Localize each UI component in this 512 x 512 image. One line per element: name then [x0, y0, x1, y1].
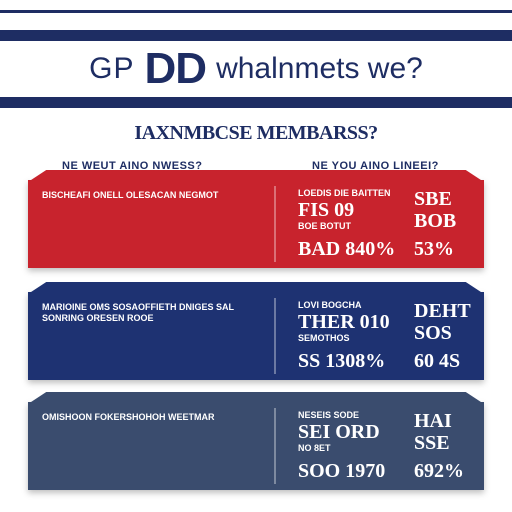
- panel-right-a-sub: BOE BOTUT: [298, 221, 351, 231]
- panel-right-a-sub: NO 8ET: [298, 443, 331, 453]
- panel-right-a: NESEIS SODE SEI ORD NO 8ET: [298, 410, 408, 454]
- panel-stat-a: BAD 840%: [298, 238, 396, 260]
- panel-right-a-line: NESEIS SODE: [298, 410, 360, 420]
- panel-tab: [28, 170, 484, 182]
- panel-body: OMISHOON FOKERSHOHOH WEETMAR NESEIS SODE…: [28, 402, 484, 490]
- panel-right-a: LOEDIS DIE BAITTEN FIS 09 BOE BOTUT: [298, 188, 408, 232]
- panel-left-text: MARIOINE OMS SOSAOFFIETH DNIGES SAL SONR…: [42, 302, 234, 323]
- panel-body: MARIOINE OMS SOSAOFFIETH DNIGES SAL SONR…: [28, 292, 484, 380]
- top-rule: [0, 10, 512, 13]
- panel-right-a-line: LOVI BOGCHA: [298, 300, 362, 310]
- panel-left-text: OMISHOON FOKERSHOHOH WEETMAR: [42, 412, 215, 422]
- panel-tab: [28, 392, 484, 404]
- panel-slate: OMISHOON FOKERSHOHOH WEETMAR NESEIS SODE…: [28, 392, 484, 490]
- panel-stat-b: 53%: [414, 238, 454, 260]
- panel-right-b: SBE BOB: [414, 188, 478, 232]
- panel-right-b-1: HAI: [414, 410, 452, 432]
- panel-stat-a: SS 1308%: [298, 350, 386, 372]
- panel-stat-a: SOO 1970: [298, 460, 386, 482]
- column-label-left: NE WEUT AINO NWESS?: [62, 160, 203, 172]
- panel-right-a-big: THER 010: [298, 311, 390, 333]
- panel-right-b: DEHT SOS: [414, 300, 478, 344]
- panel-right-b-2: SOS: [414, 322, 452, 344]
- title-banner-inner: GP DD whalnmets we?: [0, 41, 512, 97]
- subheading: IAXNMBCSE MEMBARSS?: [134, 122, 378, 144]
- panel-right-b-1: DEHT: [414, 300, 471, 322]
- panel-divider: [274, 408, 276, 484]
- panel-red: BISCHEAFI ONELL OLESACAN NEGMOT LOEDIS D…: [28, 170, 484, 268]
- panel-right-a-big: SEI ORD: [298, 421, 380, 443]
- panel-body: BISCHEAFI ONELL OLESACAN NEGMOT LOEDIS D…: [28, 180, 484, 268]
- title-word-3: whalnmets we?: [216, 52, 423, 85]
- title-banner: GP DD whalnmets we?: [0, 30, 512, 108]
- title-word-2: DD: [144, 44, 208, 93]
- panel-divider: [274, 186, 276, 262]
- panel-blue: MARIOINE OMS SOSAOFFIETH DNIGES SAL SONR…: [28, 282, 484, 380]
- panel-right-b: HAI SSE: [414, 410, 478, 454]
- column-label-right: NE YOU AINO LINEEI?: [312, 160, 439, 172]
- panel-left-text: BISCHEAFI ONELL OLESACAN NEGMOT: [42, 190, 219, 200]
- panel-tab: [28, 282, 484, 294]
- panel-right-a-big: FIS 09: [298, 199, 355, 221]
- panel-right-b-2: BOB: [414, 210, 457, 232]
- panel-stat-b: 692%: [414, 460, 464, 482]
- panel-right-a-line: LOEDIS DIE BAITTEN: [298, 188, 391, 198]
- panel-right-b-2: SSE: [414, 432, 450, 454]
- panel-right-a: LOVI BOGCHA THER 010 SEMOTHOS: [298, 300, 408, 344]
- title-word-1: GP: [89, 52, 135, 85]
- panel-stat-b: 60 4S: [414, 350, 461, 372]
- panel-right-a-sub: SEMOTHOS: [298, 333, 350, 343]
- panel-divider: [274, 298, 276, 374]
- panel-right-b-1: SBE: [414, 188, 452, 210]
